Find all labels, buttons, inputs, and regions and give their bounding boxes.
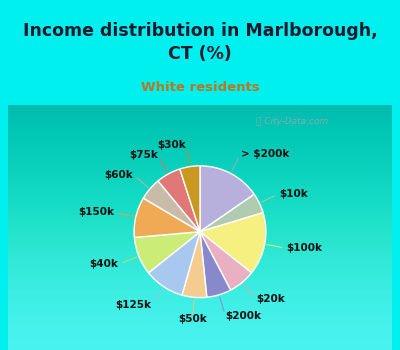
Text: $100k: $100k	[286, 243, 322, 253]
Wedge shape	[200, 194, 263, 232]
Text: White residents: White residents	[141, 81, 259, 94]
Text: $75k: $75k	[129, 150, 158, 160]
Wedge shape	[182, 232, 207, 298]
Wedge shape	[200, 232, 252, 290]
Text: $150k: $150k	[78, 207, 114, 217]
Text: $10k: $10k	[279, 189, 308, 198]
Text: > $200k: > $200k	[241, 149, 289, 159]
Text: Income distribution in Marlborough,
CT (%): Income distribution in Marlborough, CT (…	[23, 22, 377, 63]
Text: $30k: $30k	[158, 140, 186, 150]
Text: $20k: $20k	[256, 294, 285, 304]
Text: ⓘ City-Data.com: ⓘ City-Data.com	[256, 117, 328, 126]
Wedge shape	[148, 232, 200, 295]
Text: $60k: $60k	[104, 170, 133, 180]
Text: $200k: $200k	[226, 311, 262, 321]
Wedge shape	[134, 232, 200, 273]
Wedge shape	[200, 213, 266, 273]
Wedge shape	[134, 198, 200, 237]
Wedge shape	[200, 166, 254, 232]
Wedge shape	[180, 166, 200, 232]
Wedge shape	[158, 169, 200, 232]
Text: $125k: $125k	[115, 300, 151, 310]
Wedge shape	[200, 232, 231, 297]
Text: $40k: $40k	[90, 259, 118, 269]
Wedge shape	[143, 181, 200, 232]
Text: $50k: $50k	[178, 314, 207, 324]
